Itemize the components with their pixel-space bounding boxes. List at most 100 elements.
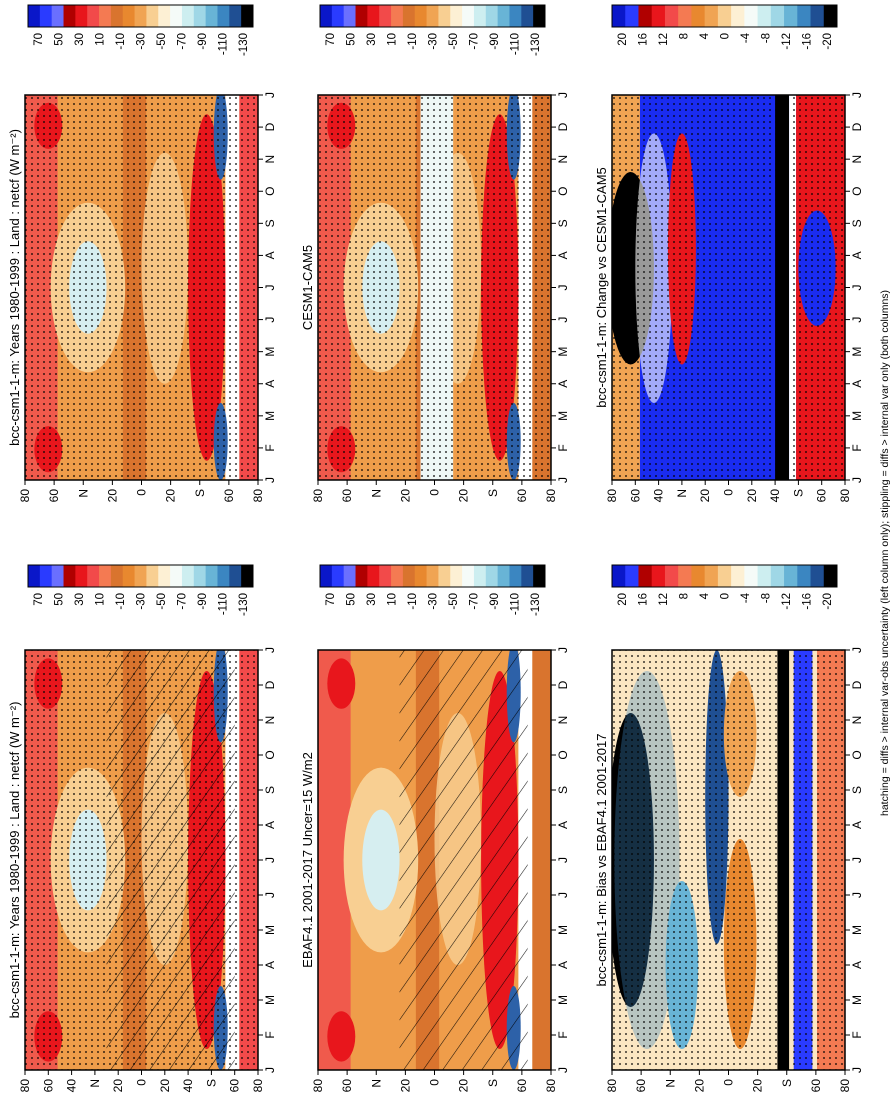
colorbar-tick-label: -110 — [509, 33, 521, 55]
colorbar-swatch — [810, 5, 825, 27]
month-tick-label: A — [263, 251, 277, 259]
colorbar-swatch — [170, 5, 183, 27]
month-tick-label: M — [556, 347, 570, 357]
panel-title: bcc-csm1-1-m: Years 1980-1999 : Land : n… — [7, 129, 22, 446]
colorbar-swatch — [217, 565, 230, 587]
colorbar-swatch — [638, 5, 653, 27]
month-tick-label: D — [263, 680, 277, 689]
colorbar-swatch — [87, 5, 100, 27]
colorbar-swatch — [158, 565, 171, 587]
lat-tick-label: S — [791, 489, 805, 497]
colorbar-p6: 20 16 12 8 4 0 -4 -8 -12 -16 -20 — [611, 4, 838, 50]
colorbar-swatch — [134, 565, 147, 587]
lat-tick-label: 80 — [18, 489, 32, 503]
lat-tick-label: 0 — [428, 489, 442, 496]
lat-tick-label: 60 — [815, 489, 829, 503]
month-tick-label: J — [556, 857, 570, 863]
colorbar-tick-label: 30 — [74, 593, 86, 606]
colorbar-swatch — [509, 5, 522, 27]
lat-tick-label: 20 — [158, 1079, 172, 1093]
month-tick-label: D — [556, 680, 570, 689]
colorbar-swatch — [533, 5, 546, 27]
lat-tick-label: 80 — [605, 489, 619, 503]
colorbar-tick-label: -16 — [801, 33, 813, 50]
month-tick-label: O — [556, 187, 570, 196]
lat-tick-label: N — [88, 1079, 102, 1088]
colorbar-swatch — [379, 5, 392, 27]
colorbar-swatch — [205, 5, 218, 27]
month-tick-label: S — [556, 219, 570, 227]
heatmap-p1 — [24, 649, 259, 1071]
month-tick-label: J — [556, 285, 570, 291]
month-tick-label: M — [556, 995, 570, 1005]
lat-tick-label: N — [76, 489, 90, 498]
lat-tick-label: 80 — [544, 489, 558, 503]
lat-tick-label: 20 — [698, 489, 712, 503]
colorbar-tick-label: 16 — [638, 33, 650, 46]
month-tick-label: F — [263, 444, 277, 451]
colorbar-swatch — [521, 5, 534, 27]
colorbar-swatch — [241, 5, 254, 27]
month-tick-label: M — [850, 347, 864, 357]
panel-title: EBAF4.1 2001-2017 Uncer=15 W/m2 — [300, 752, 315, 968]
colorbar-p2: 70 50 30 10 -10 -30 -50 -70 -90 -110 -130 — [27, 4, 254, 56]
month-tick-label: M — [850, 411, 864, 421]
month-tick-label: S — [850, 786, 864, 794]
month-tick-label: A — [850, 821, 864, 829]
month-tick-label: A — [850, 251, 864, 259]
colorbar-swatch — [229, 565, 242, 587]
panel-title: bcc-csm1-1-m: Years 1980-1999 : Land : n… — [7, 702, 22, 1019]
month-tick-label: J — [556, 317, 570, 323]
lat-tick-label: 0 — [722, 489, 736, 496]
colorbar-tick-label: 12 — [658, 33, 670, 46]
month-tick-label: J — [850, 1067, 864, 1073]
lat-tick-label: 80 — [544, 1079, 558, 1093]
colorbar-tick-label: 70 — [325, 33, 337, 46]
panel-title: CESM1-CAM5 — [300, 245, 315, 330]
month-tick-label: J — [263, 477, 277, 483]
colorbar-swatch — [612, 565, 626, 587]
lat-tick-label: 60 — [41, 1079, 55, 1093]
colorbar-swatch — [402, 565, 416, 587]
colorbar-swatch — [426, 5, 439, 27]
month-tick-label: F — [556, 1031, 570, 1038]
field-p3 — [318, 650, 551, 1070]
month-tick-label: J — [263, 285, 277, 291]
colorbar-tick-label: -90 — [197, 593, 209, 610]
lat-tick-label: 60 — [628, 489, 642, 503]
field-p1 — [25, 650, 258, 1070]
month-tick-label: A — [263, 380, 277, 388]
panel-title: bcc-csm1-1-m: Bias vs EBAF4.1 2001-2017 — [594, 734, 609, 987]
month-tick-label: D — [850, 122, 864, 131]
colorbar-tick-label: -30 — [136, 593, 148, 610]
colorbar-swatch — [462, 565, 475, 587]
heatmap-p4 — [317, 94, 552, 481]
colorbar-swatch — [331, 565, 345, 587]
panel-title: bcc-csm1-1-m: Change vs CESM1-CAM5 — [594, 167, 609, 408]
lat-tick-label: S — [486, 1079, 500, 1087]
colorbar-tick-label: 10 — [95, 33, 107, 46]
colorbar-swatch — [343, 5, 357, 27]
colorbar-tick-label: -8 — [760, 593, 772, 603]
colorbar-tick-label: 20 — [617, 593, 629, 606]
colorbar-tick-label: -10 — [115, 593, 127, 610]
colorbar-swatch — [717, 5, 732, 27]
colorbar-swatch — [122, 5, 136, 27]
colorbar-swatch — [146, 565, 159, 587]
lat-tick-label: 80 — [18, 1079, 32, 1093]
colorbar-tick-label: -70 — [468, 593, 480, 610]
lat-tick-label: 20 — [692, 1079, 706, 1093]
colorbar-swatch — [509, 565, 522, 587]
month-tick-label: M — [263, 347, 277, 357]
lat-tick-label: 80 — [311, 1079, 325, 1093]
month-tick-label: F — [850, 444, 864, 451]
month-tick-label: N — [263, 155, 277, 164]
colorbar-swatch — [691, 5, 706, 27]
field-p4 — [318, 95, 551, 480]
colorbar-p1: 70 50 30 10 -10 -30 -50 -70 -90 -110 -130 — [27, 564, 254, 616]
colorbar-tick-label: 10 — [387, 33, 399, 46]
lat-tick-label: 0 — [135, 1079, 149, 1086]
lat-tick-label: 20 — [164, 489, 178, 503]
month-tick-label: N — [556, 155, 570, 164]
colorbar-tick-label: 50 — [54, 593, 66, 606]
